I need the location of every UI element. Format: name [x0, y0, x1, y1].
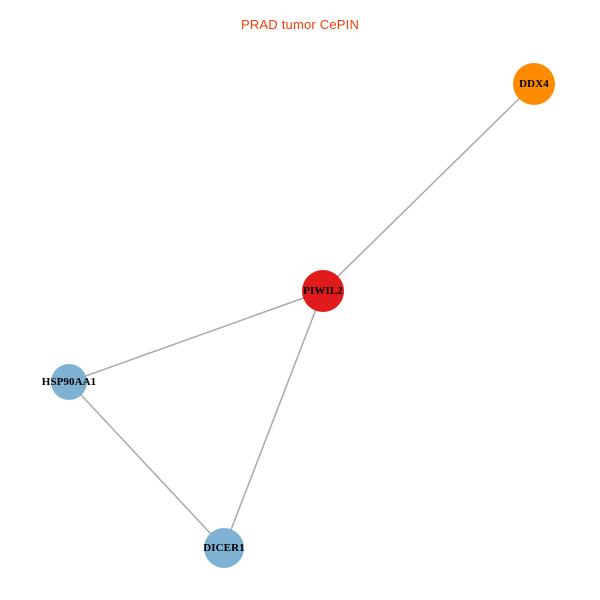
edge-hsp90aa1-piwil2 [68, 290, 324, 383]
edge-layer [68, 83, 535, 549]
edge-piwil2-ddx4 [322, 83, 535, 292]
page-title: PRAD tumor CePIN [240, 17, 360, 32]
node-layer [51, 63, 555, 568]
edge-piwil2-dicer1 [223, 290, 324, 549]
node-dicer1[interactable] [204, 528, 244, 568]
node-piwil2[interactable] [302, 270, 344, 312]
node-ddx4[interactable] [513, 63, 555, 105]
edge-hsp90aa1-dicer1 [68, 381, 225, 549]
node-hsp90aa1[interactable] [51, 364, 87, 400]
